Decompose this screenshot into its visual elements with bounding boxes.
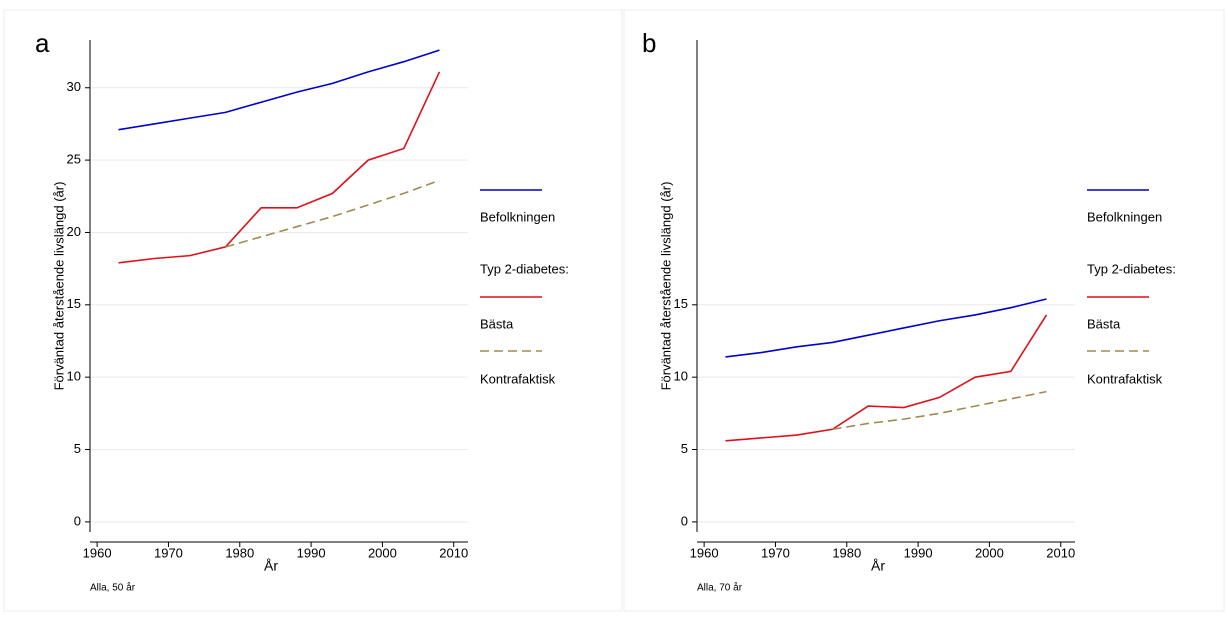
panel-label: b (642, 28, 656, 58)
y-tick-label: 25 (67, 152, 81, 167)
legend-label: Bästa (480, 316, 514, 331)
legend-label: Bästa (1087, 316, 1121, 331)
y-tick-label: 0 (74, 513, 81, 528)
y-tick-label: 10 (674, 369, 688, 384)
series-line (118, 49, 440, 131)
legend-label: Kontrafaktisk (1087, 371, 1163, 386)
y-tick-label: 15 (674, 296, 688, 311)
x-tick-label: 1970 (154, 545, 183, 560)
note: Alla, 50 år (90, 582, 136, 594)
legend-label: Kontrafaktisk (480, 371, 556, 386)
series-line (725, 314, 1048, 442)
legend-title: Typ 2-diabetes: (480, 261, 569, 276)
note: Alla, 70 år (697, 582, 743, 594)
x-tick-label: 1960 (83, 545, 112, 560)
y-tick-label: 15 (67, 296, 81, 311)
series-line (118, 71, 441, 264)
y-axis-label: Förväntad återstående livslängd (år) (51, 182, 66, 391)
x-tick-label: 1980 (225, 545, 254, 560)
x-axis-label: År (871, 558, 885, 574)
x-tick-label: 2000 (975, 545, 1004, 560)
x-axis-label: År (264, 558, 278, 574)
y-axis-label: Förväntad återstående livslängd (år) (658, 182, 673, 391)
panel-frame (3, 9, 623, 612)
y-tick-label: 5 (681, 441, 688, 456)
x-tick-label: 1990 (904, 545, 933, 560)
series-line (725, 298, 1047, 358)
y-tick-label: 5 (74, 441, 81, 456)
panel-frame (623, 9, 1225, 612)
x-tick-label: 2000 (368, 545, 397, 560)
x-tick-label: 1970 (761, 545, 790, 560)
y-tick-label: 0 (681, 513, 688, 528)
x-tick-label: 1980 (832, 545, 861, 560)
y-tick-label: 10 (67, 369, 81, 384)
series-line (225, 179, 440, 248)
legend-label: Befolkningen (480, 209, 555, 224)
series-line (832, 390, 1047, 431)
legend-label: Befolkningen (1087, 209, 1162, 224)
legend-title: Typ 2-diabetes: (1087, 261, 1176, 276)
y-tick-label: 20 (67, 224, 81, 239)
y-tick-label: 30 (67, 79, 81, 94)
x-tick-label: 2010 (1046, 545, 1075, 560)
x-tick-label: 1960 (690, 545, 719, 560)
panel-label: a (35, 28, 50, 58)
x-tick-label: 1990 (297, 545, 326, 560)
x-tick-label: 2010 (439, 545, 468, 560)
